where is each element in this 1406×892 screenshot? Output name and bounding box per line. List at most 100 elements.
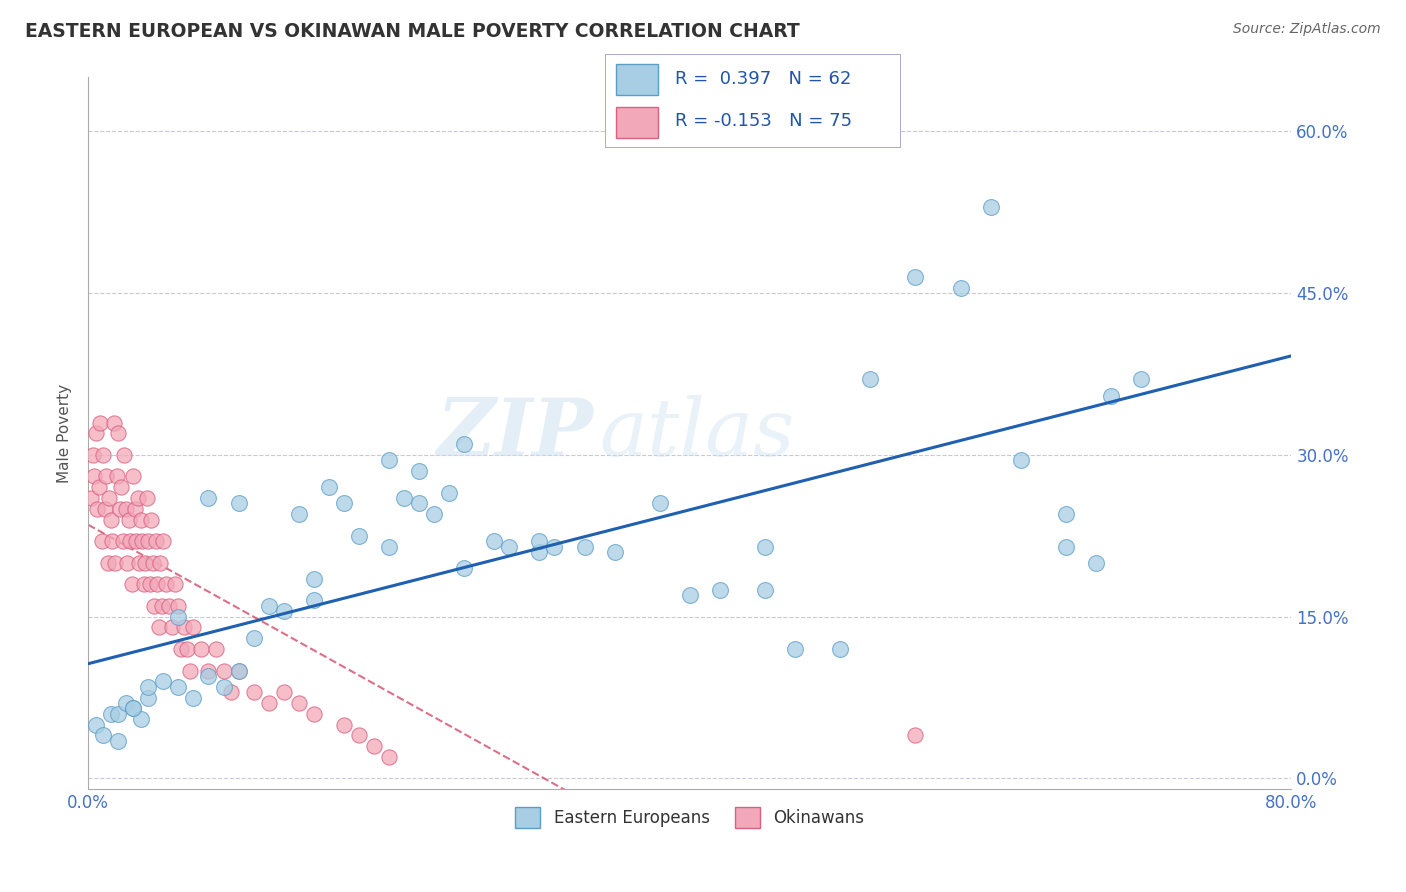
Point [91, 728, 114, 742]
Point [108, 501, 131, 516]
Point [423, 507, 446, 521]
Point [378, 453, 401, 467]
Point [219, 685, 242, 699]
Point [104, 556, 127, 570]
Point [302, 706, 325, 721]
Point [378, 540, 401, 554]
Text: ZIP: ZIP [437, 394, 593, 472]
Point [392, 491, 415, 505]
Point [117, 556, 139, 570]
Point [83, 469, 105, 483]
Point [136, 534, 159, 549]
Point [132, 577, 155, 591]
Point [135, 491, 157, 505]
Point [287, 696, 309, 710]
Point [190, 642, 212, 657]
Point [162, 620, 184, 634]
Text: atlas: atlas [599, 394, 794, 472]
Point [173, 620, 195, 634]
Point [498, 540, 520, 554]
Legend: Eastern Europeans, Okinawans: Eastern Europeans, Okinawans [509, 801, 870, 834]
Point [142, 556, 165, 570]
Point [152, 674, 174, 689]
Point [120, 534, 142, 549]
Point [603, 545, 626, 559]
Point [167, 609, 190, 624]
Point [89, 416, 111, 430]
Point [128, 556, 150, 570]
Point [112, 448, 135, 462]
Point [347, 529, 370, 543]
Text: R = -0.153   N = 75: R = -0.153 N = 75 [675, 112, 852, 130]
Point [170, 642, 193, 657]
Point [1084, 556, 1107, 570]
Point [118, 513, 141, 527]
Point [904, 269, 927, 284]
Point [1054, 540, 1077, 554]
Point [242, 685, 264, 699]
Point [1010, 453, 1032, 467]
Point [148, 620, 170, 634]
Point [122, 701, 145, 715]
Point [110, 480, 132, 494]
Point [87, 480, 110, 494]
Point [453, 561, 475, 575]
Y-axis label: Male Poverty: Male Poverty [58, 384, 72, 483]
Point [197, 491, 219, 505]
Point [408, 464, 430, 478]
Point [212, 680, 235, 694]
Point [122, 701, 145, 715]
Point [96, 469, 118, 483]
Point [165, 577, 187, 591]
Point [100, 513, 122, 527]
Point [129, 513, 152, 527]
Point [228, 496, 250, 510]
Point [197, 664, 219, 678]
Point [149, 556, 172, 570]
Point [228, 664, 250, 678]
Point [574, 540, 596, 554]
Point [242, 632, 264, 646]
Text: Source: ZipAtlas.com: Source: ZipAtlas.com [1233, 22, 1381, 37]
Point [679, 588, 702, 602]
Point [302, 593, 325, 607]
Point [167, 599, 190, 613]
Point [86, 501, 108, 516]
Point [709, 582, 731, 597]
Bar [616, 64, 658, 95]
Point [179, 664, 201, 678]
Point [1099, 388, 1122, 402]
Point [167, 680, 190, 694]
Text: R =  0.397   N = 62: R = 0.397 N = 62 [675, 70, 852, 88]
Point [287, 507, 309, 521]
Point [101, 534, 124, 549]
Point [408, 496, 430, 510]
Point [1054, 507, 1077, 521]
Point [529, 534, 551, 549]
Point [949, 281, 972, 295]
Point [129, 712, 152, 726]
Point [80, 491, 103, 505]
Point [141, 513, 163, 527]
Point [980, 200, 1002, 214]
Point [90, 534, 112, 549]
Point [107, 426, 129, 441]
Point [197, 669, 219, 683]
Point [273, 604, 295, 618]
Point [333, 496, 356, 510]
Point [146, 577, 169, 591]
Point [318, 480, 340, 494]
Point [114, 501, 136, 516]
Point [212, 664, 235, 678]
Point [754, 540, 776, 554]
Point [134, 556, 156, 570]
Point [152, 534, 174, 549]
Point [228, 664, 250, 678]
Point [257, 696, 280, 710]
Point [125, 534, 148, 549]
Point [176, 642, 198, 657]
Point [904, 728, 927, 742]
Point [111, 534, 134, 549]
Point [859, 372, 882, 386]
Point [143, 599, 166, 613]
